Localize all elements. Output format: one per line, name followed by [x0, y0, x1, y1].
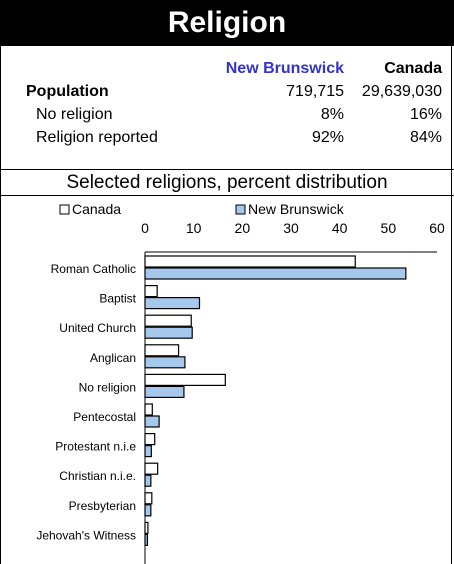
- bar-canada-anglican: [144, 344, 180, 357]
- row-value-nb-population: 719,715: [286, 83, 344, 100]
- row-value-nb-religion-reported: 92%: [311, 129, 344, 146]
- bar-canada-pentecostal: [144, 403, 153, 416]
- legend-swatch-canada: [59, 204, 70, 215]
- category-label-roman-catholic: Roman Catholic: [51, 262, 136, 276]
- bar-canada-roman-catholic: [144, 255, 356, 268]
- x-tick-label: 10: [186, 220, 202, 236]
- bar-new-brunswick-presbyterian: [144, 504, 152, 517]
- row-value-canada-no-religion: 16%: [409, 106, 442, 123]
- row-label-religion-reported: Religion reported: [36, 129, 158, 146]
- legend-label-canada: Canada: [72, 201, 121, 217]
- x-tick-label: 60: [429, 220, 445, 236]
- bar-new-brunswick-anglican: [144, 356, 186, 369]
- bar-canada-protestant-n-i-e: [144, 433, 156, 446]
- category-label-jehovah-s-witness: Jehovah's Witness: [36, 528, 136, 542]
- legend-swatch-new-brunswick: [235, 204, 246, 215]
- x-tick-label: 50: [381, 220, 397, 236]
- category-label-united-church: United Church: [59, 321, 136, 335]
- category-label-pentecostal: Pentecostal: [73, 410, 136, 424]
- bar-canada-baptist: [144, 284, 158, 298]
- x-tick-label: 40: [332, 220, 348, 236]
- bar-new-brunswick-pentecostal: [144, 415, 160, 428]
- bar-new-brunswick-united-church: [144, 326, 193, 339]
- bar-canada-no-religion: [144, 373, 226, 386]
- page-title: Religion: [0, 0, 454, 46]
- category-label-anglican: Anglican: [90, 351, 136, 365]
- bar-chart: Canada New Brunswick 0 10 20 30 40 50 60 Roman Ca…: [36, 201, 445, 564]
- bar-new-brunswick-no-religion: [144, 385, 185, 398]
- col-header-new-brunswick: New Brunswick: [225, 60, 344, 77]
- category-label-no-religion: No religion: [79, 380, 136, 394]
- legend-label-new-brunswick: New Brunswick: [248, 201, 345, 217]
- category-label-baptist: Baptist: [99, 292, 136, 306]
- row-label-population: Population: [26, 83, 109, 100]
- x-tick-label: 20: [235, 220, 251, 236]
- bar-new-brunswick-protestant-n-i-e: [144, 445, 152, 458]
- bar-canada-jehovah-s-witness: [144, 521, 149, 534]
- bar-new-brunswick-roman-catholic: [144, 267, 407, 280]
- category-label-presbyterian: Presbyterian: [69, 499, 136, 513]
- category-label-protestant-n-i-e: Protestant n.i.e: [55, 440, 136, 454]
- row-value-canada-religion-reported: 84%: [409, 129, 442, 146]
- bar-canada-christian-n-i-e: [144, 462, 159, 475]
- category-label-christian-n-i-e: Christian n.i.e.: [59, 469, 136, 483]
- bar-canada-presbyterian: [144, 492, 153, 505]
- chart-divider: [0, 195, 454, 196]
- bar-new-brunswick-baptist: [144, 296, 201, 310]
- bar-canada-united-church: [144, 314, 192, 327]
- row-value-nb-no-religion: 8%: [320, 106, 344, 123]
- row-value-canada-population: 29,639,030: [361, 83, 442, 100]
- bar-new-brunswick-jehovah-s-witness: [144, 533, 149, 546]
- col-header-canada: Canada: [384, 60, 442, 77]
- x-tick-label: 0: [141, 220, 149, 236]
- row-label-no-religion: No religion: [36, 106, 113, 123]
- bar-new-brunswick-christian-n-i-e: [144, 474, 152, 487]
- section-divider: [0, 169, 454, 170]
- x-tick-label: 30: [283, 220, 299, 236]
- chart-title: Selected religions, percent distribution: [66, 172, 388, 193]
